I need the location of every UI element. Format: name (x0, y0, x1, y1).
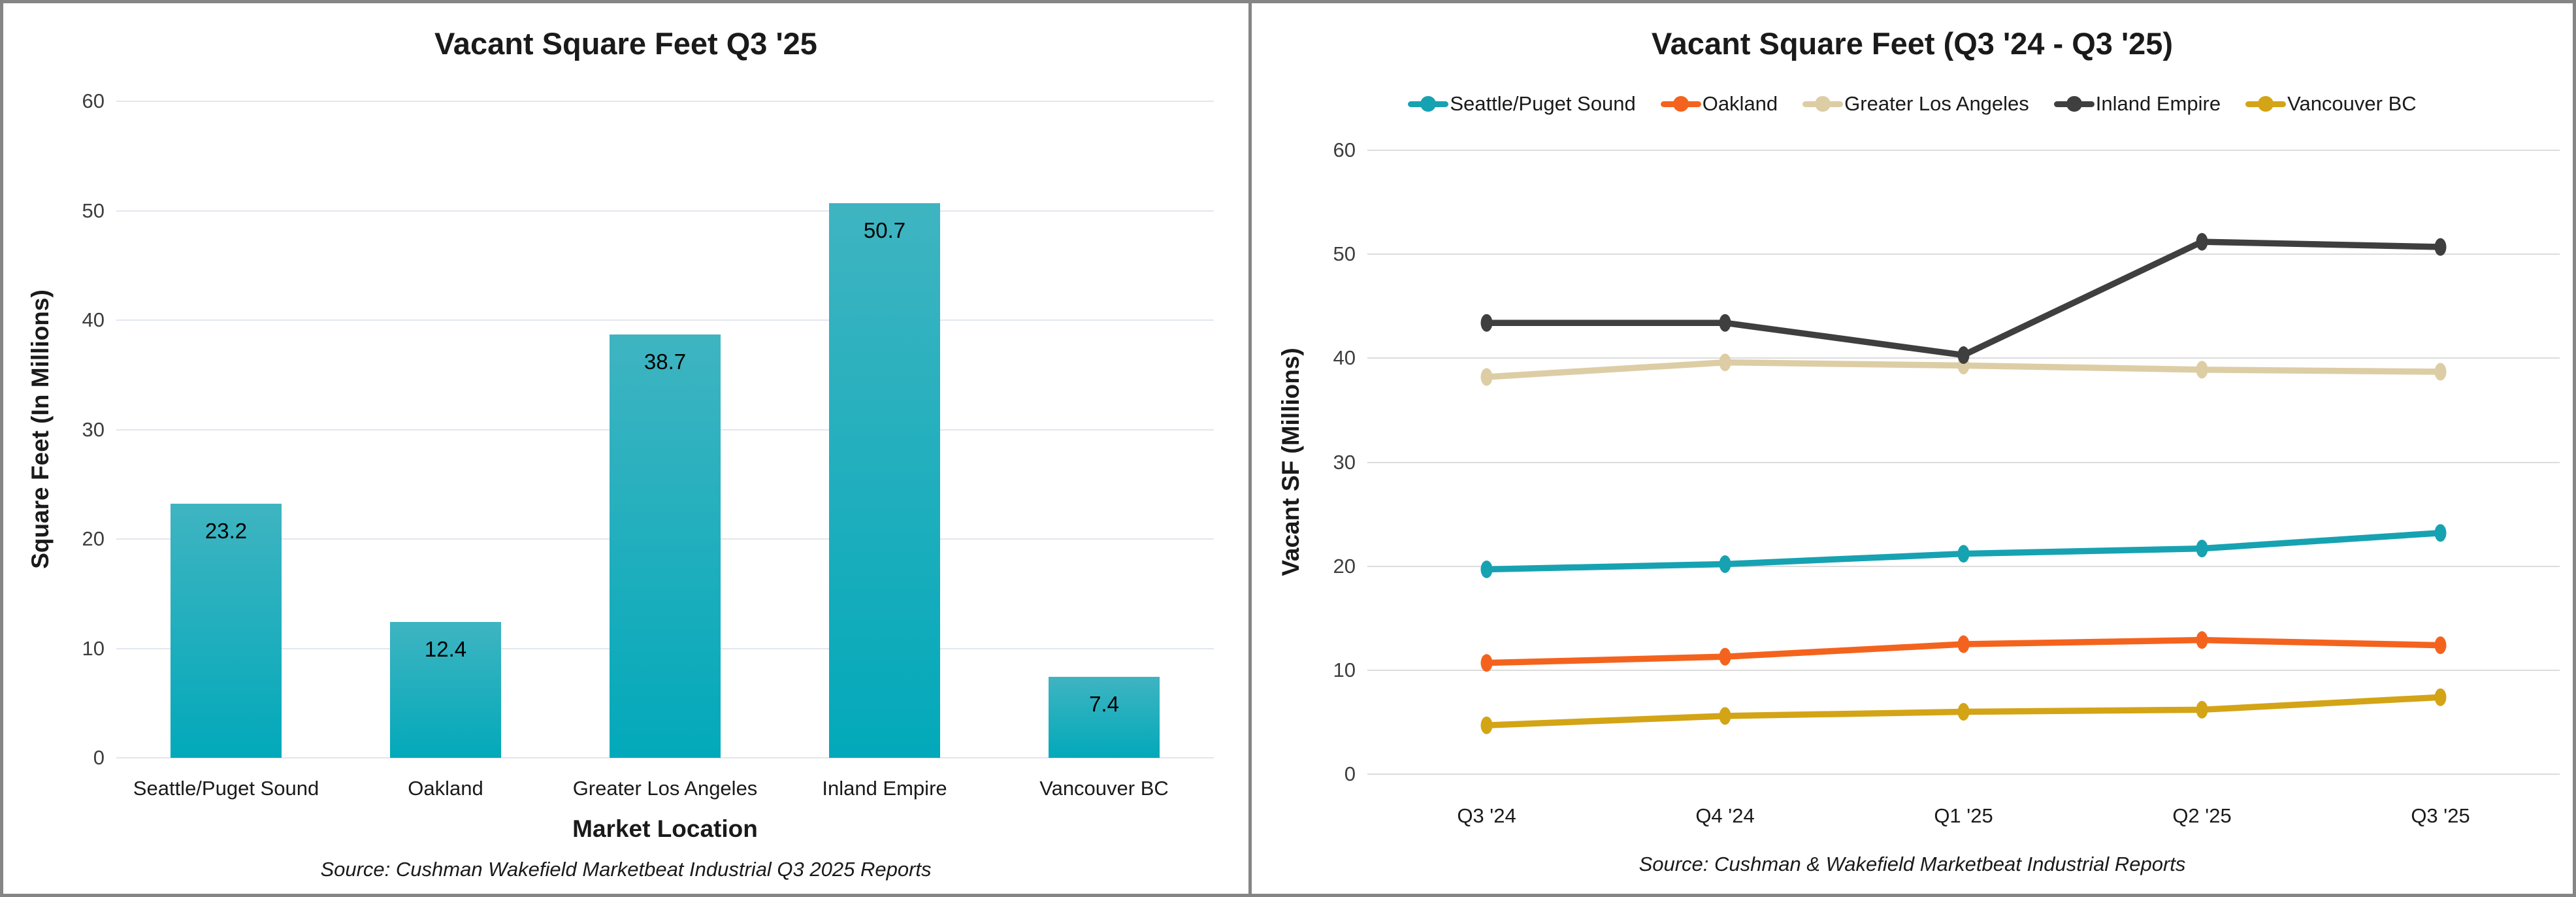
y-tick-label-50: 50 (82, 199, 105, 222)
bar-chart-x-axis-title: Market Location (572, 815, 758, 842)
gridline-y-60 (1367, 150, 2560, 151)
data-point-marker (2196, 631, 2208, 649)
y-tick-label-10: 10 (82, 636, 105, 660)
data-point-marker (2196, 233, 2208, 251)
legend-item-oakland: Oakland (1660, 92, 1778, 116)
x-tick-label: Vancouver BC (1039, 777, 1169, 800)
gridline-y-60 (116, 101, 1214, 102)
legend-label-oakland: Oakland (1702, 92, 1778, 115)
legend-item-vancouver-bc: Vancouver BC (2245, 92, 2417, 116)
line-chart-panel: Vacant Square Feet (Q3 '24 - Q3 '25) Sea… (1252, 3, 2573, 894)
x-tick-label: Q2 '25 (2172, 804, 2232, 827)
bar-value-label: 38.7 (644, 349, 687, 374)
x-tick-label: Q3 '24 (1457, 804, 1516, 827)
y-tick-label-60: 60 (1333, 139, 1356, 161)
data-point-marker (2434, 238, 2447, 256)
gridline-y-40 (116, 319, 1214, 321)
line-chart-source-note: Source: Cushman & Wakefield Marketbeat I… (1639, 853, 2186, 875)
bar-greater-los-angeles (610, 334, 721, 758)
x-tick-label: Q1 '25 (1934, 804, 1993, 827)
data-point-marker (1480, 368, 1493, 386)
x-tick-label: Inland Empire (822, 777, 947, 800)
gridline-y-50 (1367, 253, 2560, 255)
oakland-series-marker-icon (1660, 96, 1701, 112)
data-point-marker (2434, 636, 2447, 655)
data-point-marker (1480, 716, 1493, 734)
y-tick-label-10: 10 (1333, 658, 1356, 681)
line-chart-legend: Seattle/Puget Sound Oakland Greater Los … (1252, 92, 2573, 116)
greater-la-series-marker-icon (1802, 96, 1844, 112)
bar-seattle-puget-sound (171, 504, 282, 758)
bar-inland-empire (829, 203, 940, 758)
x-tick-label: Q3 '25 (2411, 804, 2470, 827)
bar-chart-y-axis-title: Square Feet (In Millions) (27, 289, 54, 569)
legend-label-vancouver: Vancouver BC (2287, 92, 2417, 115)
inland-empire-series-marker-icon (2053, 96, 2095, 112)
bar-chart-title: Vacant Square Feet Q3 '25 (434, 26, 817, 61)
gridline-y-30 (1367, 461, 2560, 463)
gridline-y-0 (1367, 774, 2560, 775)
y-tick-label-60: 60 (82, 90, 105, 112)
data-point-marker (1480, 314, 1493, 332)
bar-value-label: 23.2 (204, 519, 248, 544)
data-point-marker (1957, 703, 1970, 721)
data-point-marker (1957, 545, 1970, 563)
legend-item-seattle-puget-sound: Seattle/Puget Sound (1408, 92, 1636, 116)
bar-value-label: 50.7 (863, 218, 906, 242)
data-point-marker (2196, 361, 2208, 379)
line-chart-plot-area: 0 10 20 30 40 50 60 Q3 '24 Q4 '24 Q1 '25 Q2 '25 Q3 … (1333, 139, 2560, 827)
data-point-marker (1719, 707, 1731, 725)
gridline-y-0 (116, 757, 1214, 758)
legend-label-greater-la: Greater Los Angeles (1844, 92, 2029, 115)
y-tick-label-40: 40 (1333, 346, 1356, 370)
gridline-y-50 (116, 210, 1214, 212)
bar-chart-panel: Vacant Square Feet Q3 '25 Square Feet (I… (3, 3, 1248, 894)
y-tick-label-30: 30 (1333, 450, 1356, 474)
y-tick-label-30: 30 (82, 417, 105, 441)
bar-value-label: 7.4 (1089, 692, 1119, 717)
line-series-layer (1480, 233, 2447, 734)
line-chart-title: Vacant Square Feet (Q3 '24 - Q3 '25) (1651, 26, 2174, 61)
legend-label-seattle: Seattle/Puget Sound (1450, 92, 1636, 115)
series-line-inland-empire (1486, 238, 2441, 359)
seattle-series-marker-icon (1408, 96, 1449, 112)
x-tick-label: Q4 '24 (1695, 804, 1755, 827)
vancouver-series-marker-icon (2245, 96, 2287, 112)
line-chart-y-axis-title: Vacant SF (Millions) (1277, 348, 1304, 576)
bar-chart-source-note: Source: Cushman Wakefield Marketbeat Ind… (320, 858, 932, 881)
data-point-marker (1957, 346, 1970, 365)
legend-label-inland-empire: Inland Empire (2095, 92, 2221, 115)
x-tick-label: Oakland (408, 777, 483, 800)
data-point-marker (1719, 647, 1731, 666)
data-point-marker (1719, 353, 1731, 372)
data-point-marker (2434, 688, 2447, 706)
data-point-marker (1480, 654, 1493, 672)
y-tick-label-20: 20 (82, 527, 105, 550)
y-tick-label-0: 0 (1344, 762, 1356, 785)
data-point-marker (2196, 540, 2208, 558)
x-tick-label: Seattle/Puget Sound (133, 777, 319, 800)
panel-divider (1248, 3, 1252, 894)
bar-value-label: 12.4 (424, 637, 467, 662)
gridline-y-10 (1367, 669, 2560, 671)
data-point-marker (1719, 555, 1731, 573)
bar-chart-plot-area: 0 10 20 30 40 50 60 23.2 Seattle/Puget Sound 12.4… (82, 90, 1214, 800)
legend-item-inland-empire: Inland Empire (2053, 92, 2221, 116)
y-tick-label-40: 40 (82, 308, 105, 331)
gridline-y-20 (1367, 565, 2560, 567)
data-point-marker (1480, 560, 1493, 578)
y-tick-label-50: 50 (1333, 242, 1356, 266)
data-point-marker (1957, 635, 1970, 653)
bar-vancouver-bc (1049, 677, 1160, 758)
data-point-marker (2196, 700, 2208, 719)
y-tick-label-0: 0 (93, 746, 105, 769)
data-point-marker (1719, 314, 1731, 332)
bar-oakland (390, 622, 501, 758)
data-point-marker (2434, 363, 2447, 381)
y-tick-label-20: 20 (1333, 554, 1356, 578)
data-point-marker (2434, 524, 2447, 542)
x-tick-label: Greater Los Angeles (572, 777, 758, 800)
legend-item-greater-los-angeles: Greater Los Angeles (1802, 92, 2029, 116)
